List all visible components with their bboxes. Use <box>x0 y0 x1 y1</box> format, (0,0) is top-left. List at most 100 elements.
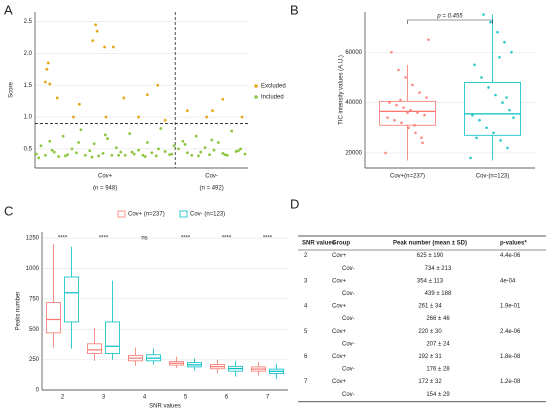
plot-background <box>42 232 288 390</box>
box <box>87 343 102 354</box>
point <box>190 153 194 157</box>
table-cell: 2.4e-06 <box>500 329 521 335</box>
point <box>395 103 398 107</box>
table-cell: 2 <box>304 253 308 259</box>
point <box>413 123 416 127</box>
point <box>130 150 134 154</box>
x-group-count: (n = 492) <box>200 186 224 192</box>
table-cell: 207 ± 24 <box>426 341 450 347</box>
y-tick-label: 1.0 <box>24 115 33 121</box>
table-cell: 1.9e-01 <box>500 304 521 310</box>
table-cell: 4.4e-06 <box>500 253 521 259</box>
y-axis-title: TIC intensity values (A.U.) <box>339 55 345 125</box>
point <box>485 126 488 130</box>
point <box>400 121 403 125</box>
point <box>79 128 83 132</box>
table-cell: 439 ± 188 <box>425 291 452 297</box>
point <box>172 144 176 148</box>
table-cell: 734 ± 213 <box>425 266 452 272</box>
point <box>221 151 225 155</box>
point <box>243 152 247 156</box>
point <box>508 108 511 112</box>
point <box>210 138 214 142</box>
point <box>416 111 419 114</box>
point <box>181 139 185 143</box>
point <box>146 141 149 144</box>
table-cell: 3 <box>304 278 308 284</box>
point <box>88 149 92 153</box>
point <box>94 23 98 27</box>
point <box>197 154 200 158</box>
panel-letter: B <box>290 2 299 17</box>
point <box>157 147 160 151</box>
point <box>469 156 472 160</box>
point <box>95 29 99 33</box>
point <box>240 115 244 119</box>
table-cell: Cov- <box>342 367 355 373</box>
y-tick-label: 1.5 <box>24 83 33 89</box>
point <box>101 151 105 155</box>
point <box>103 133 107 137</box>
point <box>146 93 149 97</box>
point <box>103 45 106 49</box>
point <box>427 38 430 41</box>
point <box>489 20 492 24</box>
point <box>409 108 412 112</box>
x-tick-label: 7 <box>266 395 270 401</box>
point <box>63 154 67 158</box>
point <box>506 146 509 150</box>
point <box>423 113 426 117</box>
point <box>48 82 52 86</box>
point <box>496 30 499 34</box>
box <box>64 276 79 323</box>
point <box>402 106 405 109</box>
x-group-count: (n = 948) <box>93 186 117 192</box>
point <box>104 115 108 119</box>
point <box>475 136 478 140</box>
point <box>37 156 41 160</box>
y-tick-label: 750 <box>29 296 40 302</box>
point <box>156 83 160 87</box>
point <box>386 116 389 119</box>
point <box>404 76 407 79</box>
point <box>91 39 95 43</box>
point <box>72 115 75 119</box>
y-tick-label: 0.5 <box>24 146 33 152</box>
point <box>170 152 174 156</box>
y-tick-label: 1250 <box>26 236 40 242</box>
table-cell: 5 <box>304 329 308 335</box>
point <box>234 150 238 153</box>
bracket <box>407 19 493 24</box>
point <box>55 96 59 100</box>
legend-swatch <box>254 95 258 99</box>
point <box>43 153 47 157</box>
annotation: p = 0.455 <box>436 14 463 20</box>
point <box>487 86 490 89</box>
panel-letter: D <box>290 196 299 211</box>
table-cell: Cov- <box>342 266 355 272</box>
point <box>203 146 207 150</box>
x-tick-label: 4 <box>143 395 147 401</box>
y-tick-label: 60000 <box>345 50 362 56</box>
legend-swatch <box>179 210 188 218</box>
point <box>137 115 140 119</box>
point <box>501 101 504 104</box>
point <box>512 116 515 119</box>
point <box>205 115 208 119</box>
point <box>480 76 483 79</box>
point <box>494 93 497 97</box>
point <box>143 155 147 158</box>
point <box>418 91 421 94</box>
point <box>420 136 423 140</box>
point <box>177 147 180 151</box>
table-cell: 354 ± 113 <box>417 278 444 284</box>
point <box>236 149 240 153</box>
table-cell: Cov- <box>342 316 355 322</box>
x-tick-label: Cov+(n=237) <box>390 174 425 180</box>
x-axis-title: SNR values <box>149 404 181 408</box>
point <box>163 150 167 153</box>
point <box>52 150 56 154</box>
point <box>225 153 229 157</box>
table-cell: Cov+ <box>332 354 347 360</box>
point <box>122 96 126 100</box>
